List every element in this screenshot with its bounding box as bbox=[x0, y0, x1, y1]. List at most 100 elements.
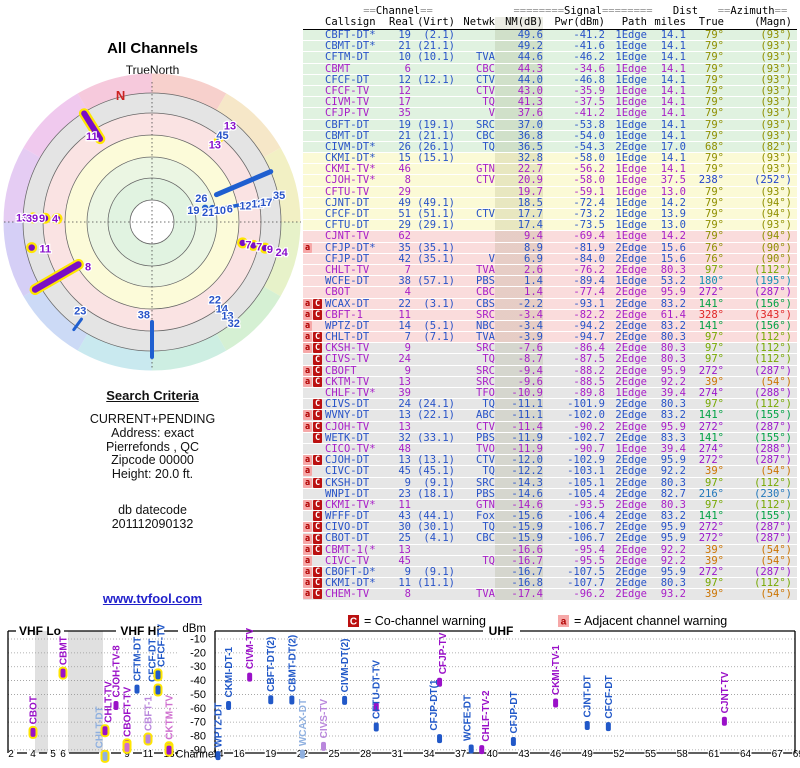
cell-true: 272° bbox=[698, 420, 724, 433]
cell-true: 274° bbox=[698, 387, 724, 399]
cell-real: 25 bbox=[398, 532, 411, 545]
table-row: CKMI-TV* 46 GTN 22.7 -56.2 1Edge 14.1 79° (93°) bbox=[303, 164, 797, 176]
cell-magn: (287°) bbox=[754, 454, 792, 467]
compass-sector bbox=[263, 222, 301, 297]
cell-cs: CIVC-TV bbox=[325, 554, 370, 567]
cell-pwr: -106.7 bbox=[567, 532, 605, 545]
station-label: WCFE-DT bbox=[463, 695, 474, 741]
vhf-hi-title: VHF Hi bbox=[120, 624, 159, 638]
cell-miles: 83.2 bbox=[660, 510, 686, 523]
cell-cs: CKMI-TV* bbox=[325, 498, 376, 511]
cell-nm: -11.1 bbox=[495, 399, 543, 410]
co-channel-warning-icon: C bbox=[313, 410, 322, 421]
cell-nm: -11.4 bbox=[495, 421, 543, 432]
cell-true: 79° bbox=[705, 62, 724, 75]
search-mode: CURRENT+PENDING bbox=[89, 412, 216, 426]
warning-markers: a bbox=[303, 242, 323, 253]
channel-tick-label: 46 bbox=[550, 749, 562, 760]
cell-miles: 95.9 bbox=[660, 532, 686, 545]
cell-nm: -11.1 bbox=[495, 410, 543, 421]
cell-pwr: -106.7 bbox=[567, 521, 605, 534]
cell-netwk: CTV bbox=[476, 420, 495, 433]
cell-real: 45 bbox=[398, 465, 411, 478]
cell-miles: 14.2 bbox=[660, 230, 686, 243]
cell-real: 19 bbox=[398, 118, 411, 131]
cell-netwk bbox=[455, 30, 495, 40]
cell-virt bbox=[411, 64, 455, 74]
cell-nm: 44.3 bbox=[495, 63, 543, 74]
cell-magn: (93°) bbox=[760, 84, 792, 97]
cell-pwr: -107.7 bbox=[567, 577, 605, 590]
cell-real: 29 bbox=[398, 185, 411, 198]
radar-mark bbox=[28, 244, 35, 251]
cell-true: 97° bbox=[705, 353, 724, 366]
cell-magn: (82°) bbox=[760, 140, 792, 153]
cell-virt bbox=[411, 377, 455, 387]
cell-real: 21 bbox=[398, 129, 411, 142]
cell-pwr: -94.2 bbox=[573, 319, 605, 332]
dbm-tick-label: -10 bbox=[190, 634, 206, 646]
signal-bar bbox=[155, 685, 161, 695]
cell-real: 48 bbox=[398, 442, 411, 455]
cell-path: 2Edge bbox=[615, 476, 647, 489]
adjacent-channel-warning-icon: a bbox=[303, 589, 312, 600]
warning-markers bbox=[303, 187, 323, 197]
co-channel-warning-icon: C bbox=[313, 354, 322, 365]
cell-true: 216° bbox=[698, 487, 724, 500]
cell-pwr: -46.2 bbox=[573, 51, 605, 64]
warning-markers bbox=[303, 489, 323, 499]
radar-channel-label: 12 bbox=[251, 198, 263, 210]
cell-path: 2Edge bbox=[615, 140, 647, 153]
cell-true: 79° bbox=[705, 208, 724, 220]
radar-mark bbox=[209, 204, 216, 212]
cell-pwr: -105.1 bbox=[567, 476, 605, 489]
cell-magn: (230°) bbox=[754, 487, 792, 500]
channel-tick-label: 34 bbox=[423, 749, 435, 760]
cell-pwr: -34.6 bbox=[573, 62, 605, 75]
adjacent-channel-warning-icon: a bbox=[303, 466, 312, 477]
adjacent-channel-warning-icon: a bbox=[303, 477, 312, 488]
table-row: CIVM-TV 17 TQ 41.3 -37.5 1Edge 14.1 79° (93°) bbox=[303, 97, 797, 109]
channel-tick-label: 2 bbox=[8, 749, 14, 760]
cell-virt: (18.1) bbox=[417, 487, 455, 500]
station-label: CFJP-TV bbox=[438, 632, 449, 674]
cell-true: 68° bbox=[705, 140, 724, 153]
cell-cs: CIVM-DT* bbox=[325, 140, 376, 153]
cell-netwk: TVA bbox=[476, 331, 495, 344]
cell-path: 2Edge bbox=[615, 543, 647, 556]
radar-channel-label: 12 bbox=[239, 201, 251, 213]
cell-miles: 80.3 bbox=[660, 498, 686, 511]
cell-cs: CJOH-DT bbox=[325, 454, 370, 467]
cell-true: 272° bbox=[698, 454, 724, 467]
cell-magn: (112°) bbox=[754, 577, 792, 590]
cell-virt: (2.1) bbox=[423, 29, 455, 41]
cell-real: 8 bbox=[404, 588, 411, 601]
cell-magn: (112°) bbox=[754, 498, 792, 511]
table-row: a WPTZ-DT 14 (5.1) NBC -3.4 -94.2 2Edge 83.2 141°… bbox=[303, 319, 797, 333]
cell-magn: (93°) bbox=[760, 129, 792, 142]
group-header-signal: ========Signal======== bbox=[513, 5, 653, 17]
warning-markers bbox=[303, 287, 323, 297]
col-netwk: Netwk bbox=[463, 16, 495, 28]
col-pwr: Pwr(dBm) bbox=[554, 16, 605, 28]
cell-path: 2Edge bbox=[615, 319, 647, 332]
table-row: a CFJP-DT* 35 (35.1) 8.9 -81.9 2Edge 15.6 76° (90… bbox=[303, 242, 797, 254]
cell-miles: 83.2 bbox=[660, 319, 686, 332]
warning-markers bbox=[303, 220, 323, 230]
cell-pwr: -102.0 bbox=[567, 409, 605, 422]
cell-nm: -10.9 bbox=[495, 388, 543, 398]
signal-bar bbox=[247, 672, 253, 682]
cell-miles: 14.1 bbox=[660, 152, 686, 165]
co-channel-warning-icon bbox=[348, 615, 359, 627]
search-address-mode: Address: exact bbox=[111, 425, 194, 440]
cell-magn: (156°) bbox=[754, 297, 792, 310]
cell-path: 1Edge bbox=[615, 387, 647, 399]
cell-real: 35 bbox=[398, 107, 411, 120]
cell-real: 32 bbox=[398, 431, 411, 444]
radar-channel-label: 22 bbox=[209, 295, 221, 307]
cell-real: 24 bbox=[398, 353, 411, 366]
signal-bar bbox=[721, 716, 727, 726]
tvfool-link[interactable]: www.tvfool.com bbox=[102, 591, 203, 606]
